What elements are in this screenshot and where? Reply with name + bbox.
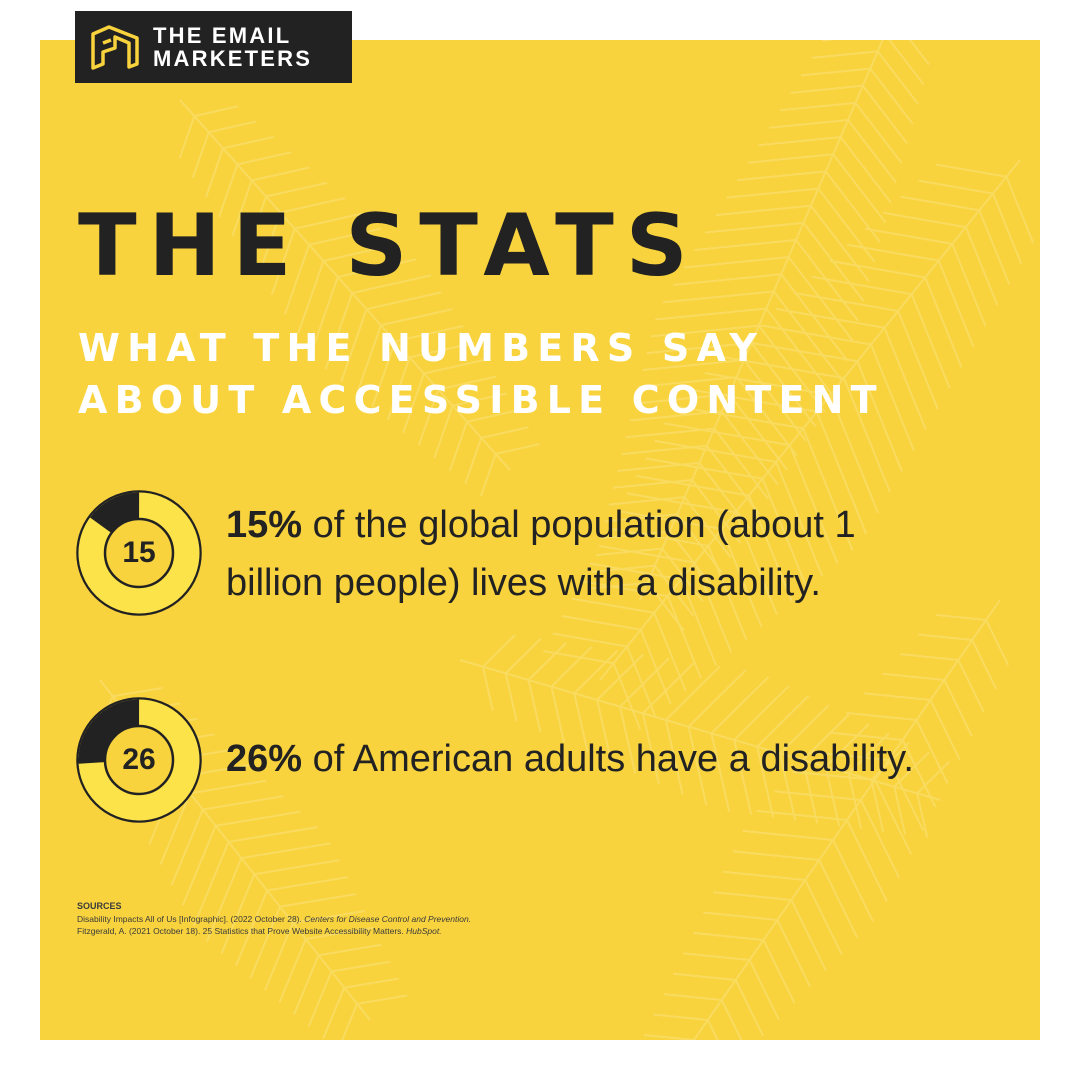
sources-block: SOURCES Disability Impacts All of Us [In… xyxy=(77,900,471,938)
donut-ring-26 xyxy=(76,697,202,823)
donut-arc-15 xyxy=(78,492,200,614)
brand-logo[interactable]: THE EMAIL MARKETERS xyxy=(75,11,352,83)
brand-name: THE EMAIL MARKETERS xyxy=(153,24,312,70)
palm-leaves-background xyxy=(92,40,1035,1040)
brand-line-2: MARKETERS xyxy=(153,46,313,71)
stat-line-1: of the global population (about 1 xyxy=(302,504,856,546)
stat-line-2: billion people) lives with a disability. xyxy=(226,562,821,604)
stat-description: 26% of American adults have a disability… xyxy=(226,730,1006,788)
brand-line-1: THE EMAIL xyxy=(153,23,292,48)
stat-highlight: 26% xyxy=(226,738,303,780)
stat-highlight: 15% xyxy=(226,504,303,546)
stat-description: 15% of the global population (about 1 bi… xyxy=(226,496,1006,612)
background-panel xyxy=(40,40,1040,1040)
ring-value: 15 xyxy=(122,536,156,569)
subtitle-line-2: ABOUT ACCESSIBLE CONTENT xyxy=(78,378,884,422)
stat-line-1: of American adults have a disability. xyxy=(302,738,914,780)
source-1-text: Disability Impacts All of Us [Infographi… xyxy=(77,913,305,924)
donut-arc-26 xyxy=(78,699,200,821)
donut-ring-15 xyxy=(76,490,202,616)
ring-value: 26 xyxy=(122,743,156,776)
source-2-publisher: HubSpot. xyxy=(406,926,442,936)
em-monogram-icon xyxy=(91,25,139,70)
source-1-publisher: Centers for Disease Control and Preventi… xyxy=(304,913,472,924)
sources-heading: SOURCES xyxy=(77,901,122,911)
page-title: THE STATS xyxy=(78,196,700,296)
page-subtitle: WHAT THE NUMBERS SAY ABOUT ACCESSIBLE CO… xyxy=(78,322,884,426)
source-item-2: Fitzgerald, A. (2021 October 18). 25 Sta… xyxy=(77,925,471,938)
subtitle-line-1: WHAT THE NUMBERS SAY xyxy=(78,326,765,370)
source-item-1: Disability Impacts All of Us [Infographi… xyxy=(77,913,471,926)
source-2-text: Fitzgerald, A. (2021 October 18). 25 Sta… xyxy=(77,926,407,936)
